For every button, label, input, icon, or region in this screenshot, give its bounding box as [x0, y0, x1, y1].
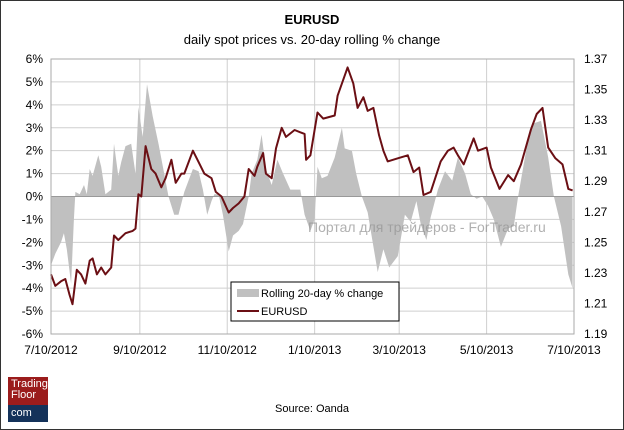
y-left-tick-label: -6%	[22, 327, 44, 341]
y-left-tick-label: 4%	[26, 98, 44, 112]
y-right-tick-label: 1.37	[584, 52, 608, 66]
y-right-tick-label: 1.29	[584, 174, 608, 188]
legend-swatch-area	[237, 289, 259, 297]
logo-text-trading: Trading	[11, 378, 48, 390]
y-right-tick-label: 1.25	[584, 235, 608, 249]
logo-text-floor: Floor	[11, 389, 37, 401]
x-tick-label: 5/10/2013	[460, 343, 514, 357]
y-left-tick-label: 6%	[26, 52, 44, 66]
x-tick-label: 7/10/2013	[547, 343, 601, 357]
y-right-tick-label: 1.33	[584, 113, 608, 127]
source-note: Source: Oanda	[275, 403, 349, 415]
chart-title: EURUSD	[284, 12, 340, 27]
eurusd-line	[50, 66, 573, 306]
y-left-tick-label: -1%	[22, 212, 44, 226]
legend-box	[230, 281, 400, 322]
y-right-tick-label: 1.21	[584, 296, 608, 310]
y-left-tick-label: 3%	[26, 121, 44, 135]
x-tick-label: 3/10/2013	[372, 343, 426, 357]
y-left-tick-label: 2%	[26, 144, 44, 158]
legend-label-line: EURUSD	[261, 306, 308, 318]
x-tick-label: 9/10/2012	[113, 343, 167, 357]
y-left-tick-label: 1%	[26, 167, 44, 181]
y-left-tick-label: -3%	[22, 258, 44, 272]
y-left-tick-label: -5%	[22, 304, 44, 318]
tradingfloor-logo: Trading Floor com	[8, 377, 48, 422]
y-right-tick-label: 1.19	[584, 327, 608, 341]
legend-label-area: Rolling 20-day % change	[261, 288, 383, 300]
y-left-tick-label: -2%	[22, 235, 44, 249]
y-left-tick-label: -4%	[22, 281, 44, 295]
x-tick-label: 11/10/2012	[198, 343, 257, 357]
y-left-tick-label: 5%	[26, 75, 44, 89]
watermark: Портал для трейдеров - ForTrader.ru	[308, 219, 546, 235]
y-right-tick-label: 1.23	[584, 266, 608, 280]
y-right-tick-label: 1.35	[584, 83, 608, 97]
logo-text-com: com	[8, 405, 48, 422]
y-left-tick-label: 0%	[26, 190, 44, 204]
y-right-tick-label: 1.27	[584, 205, 608, 219]
rolling-change-area	[51, 84, 573, 289]
x-tick-label: 1/10/2013	[288, 343, 342, 357]
chart-subtitle: daily spot prices vs. 20-day rolling % c…	[183, 32, 441, 47]
plot-border	[50, 58, 575, 335]
y-right-tick-label: 1.31	[584, 144, 608, 158]
x-tick-label: 7/10/2012	[24, 343, 78, 357]
